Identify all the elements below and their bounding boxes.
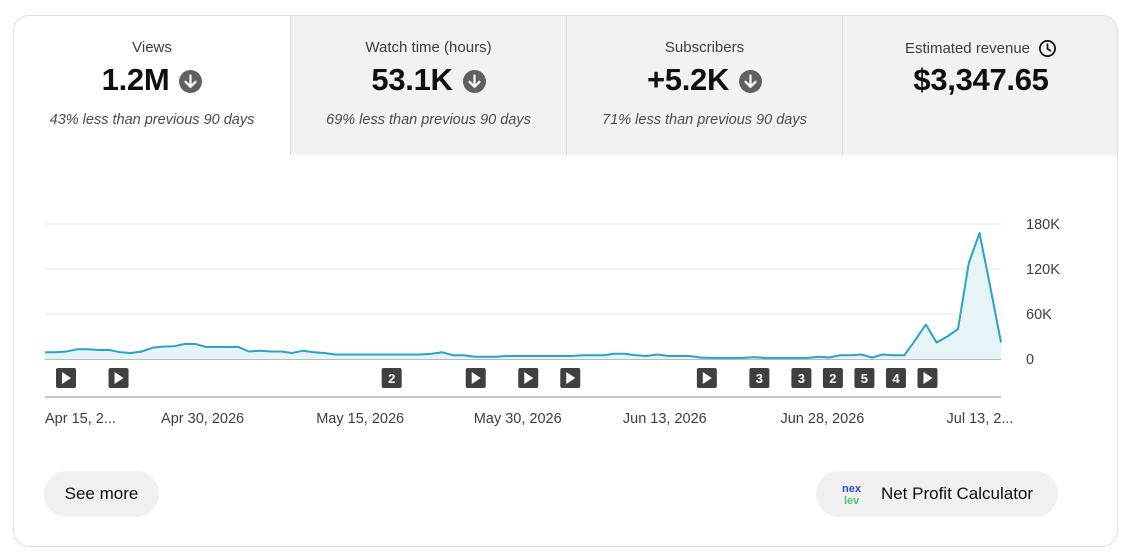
svg-text:lev: lev [844, 495, 860, 507]
video-count-marker[interactable]: 4 [885, 368, 906, 388]
series-fill [45, 233, 1001, 359]
tab-estimated-revenue[interactable]: Estimated revenue $3,347.65 [842, 16, 1117, 155]
tab-value: +5.2K [567, 62, 842, 98]
tab-value: 53.1K [291, 62, 566, 98]
views-value: 1.2M [101, 62, 170, 97]
see-more-button[interactable]: See more [44, 471, 159, 517]
tab-subscribers[interactable]: Subscribers +5.2K 71% less than previous… [566, 16, 842, 155]
watch-time-label: Watch time (hours) [365, 39, 492, 56]
x-tick-label: Jun 28, 2026 [780, 411, 864, 427]
series-area [45, 232, 1002, 359]
play-icon [524, 372, 534, 384]
video-play-marker[interactable] [917, 368, 938, 388]
play-icon [62, 372, 72, 384]
y-axis: 180K 120K 60K 0 [1026, 217, 1060, 368]
marker-box [791, 368, 812, 388]
video-count-marker[interactable]: 3 [791, 368, 812, 388]
chart-svg: 2 3 3 2 5 4 180K 120K 60K 0 Apr 15, 2... Apr 30, … [45, 217, 1060, 427]
marker-count: 4 [892, 371, 900, 386]
analytics-card: Views 1.2M 43% less than previous 90 day… [13, 15, 1118, 547]
watch-time-comparison: 69% less than previous 90 days [326, 112, 531, 128]
video-play-marker[interactable] [56, 368, 77, 388]
clock-icon [1039, 40, 1056, 57]
video-play-marker[interactable] [696, 368, 717, 388]
tab-label: Subscribers [567, 39, 842, 56]
marker-count: 3 [756, 371, 763, 386]
x-tick-label: Jun 13, 2026 [623, 411, 707, 427]
x-tick-label: Jul 13, 2... [947, 411, 1014, 427]
marker-count: 3 [798, 371, 805, 386]
x-tick-label: May 15, 2026 [316, 411, 404, 427]
marker-count: 2 [388, 371, 395, 386]
x-tick-label: Apr 15, 2... [45, 411, 116, 427]
revenue-label: Estimated revenue [904, 40, 1031, 57]
views-chart: 2 3 3 2 5 4 180K 120K 60K 0 Apr 15, 2... Apr 30, … [14, 155, 1117, 455]
video-play-marker[interactable] [560, 368, 581, 388]
metric-tabs: Views 1.2M 43% less than previous 90 day… [14, 16, 1117, 155]
svg-text:nex: nex [842, 483, 862, 495]
grid-lines [45, 223, 1001, 360]
video-count-marker[interactable]: 2 [381, 368, 402, 388]
video-count-marker[interactable]: 5 [854, 368, 875, 388]
video-markers: 2 3 3 2 5 4 [56, 368, 938, 388]
tab-views[interactable]: Views 1.2M 43% less than previous 90 day… [14, 16, 290, 155]
y-tick-label: 180K [1026, 217, 1060, 233]
tab-label: Watch time (hours) [291, 39, 566, 56]
play-icon [923, 372, 933, 384]
tab-value: $3,347.65 [843, 62, 1117, 98]
arrow-down-circle-icon [739, 70, 763, 93]
y-tick-label: 0 [1026, 352, 1034, 368]
subscribers-value: +5.2K [646, 62, 730, 97]
tab-watch-time[interactable]: Watch time (hours) 53.1K 69% less than p… [290, 16, 566, 155]
y-tick-label: 60K [1026, 307, 1052, 323]
x-tick-label: May 30, 2026 [474, 411, 562, 427]
marker-box [749, 368, 770, 388]
marker-count: 2 [829, 371, 836, 386]
marker-box [822, 368, 843, 388]
net-profit-calculator-button[interactable]: nex lev Net Profit Calculator [816, 471, 1058, 517]
views-comparison: 43% less than previous 90 days [49, 112, 255, 128]
marker-box [885, 368, 906, 388]
video-play-marker[interactable] [518, 368, 539, 388]
x-tick-label: Apr 30, 2026 [161, 411, 244, 427]
video-count-marker[interactable]: 2 [822, 368, 843, 388]
video-play-marker[interactable] [108, 368, 129, 388]
marker-count: 5 [861, 371, 868, 386]
marker-box [854, 368, 875, 388]
x-axis: Apr 15, 2... Apr 30, 2026 May 15, 2026 May … [45, 396, 1014, 427]
subscribers-label: Subscribers [664, 39, 745, 56]
views-label: Views [132, 39, 172, 56]
tab-value: 1.2M [14, 62, 290, 98]
marker-box [381, 368, 402, 388]
revenue-value: $3,347.65 [913, 62, 1049, 97]
play-icon [114, 372, 124, 384]
play-icon [566, 372, 576, 384]
nexlev-logo: nex lev [842, 483, 862, 507]
subscribers-comparison: 71% less than previous 90 days [602, 112, 807, 128]
arrow-down-circle-icon [179, 70, 203, 93]
play-icon [702, 372, 712, 384]
watch-time-value: 53.1K [371, 62, 453, 97]
video-play-marker[interactable] [465, 368, 486, 388]
series-line [45, 232, 1002, 359]
tab-label: Estimated revenue [843, 39, 1117, 58]
tab-label: Views [14, 39, 290, 56]
video-count-marker[interactable]: 3 [749, 368, 770, 388]
y-tick-label: 120K [1026, 262, 1060, 278]
arrow-down-circle-icon [462, 70, 486, 93]
calculator-label: Net Profit Calculator [880, 484, 1034, 503]
play-icon [471, 372, 481, 384]
